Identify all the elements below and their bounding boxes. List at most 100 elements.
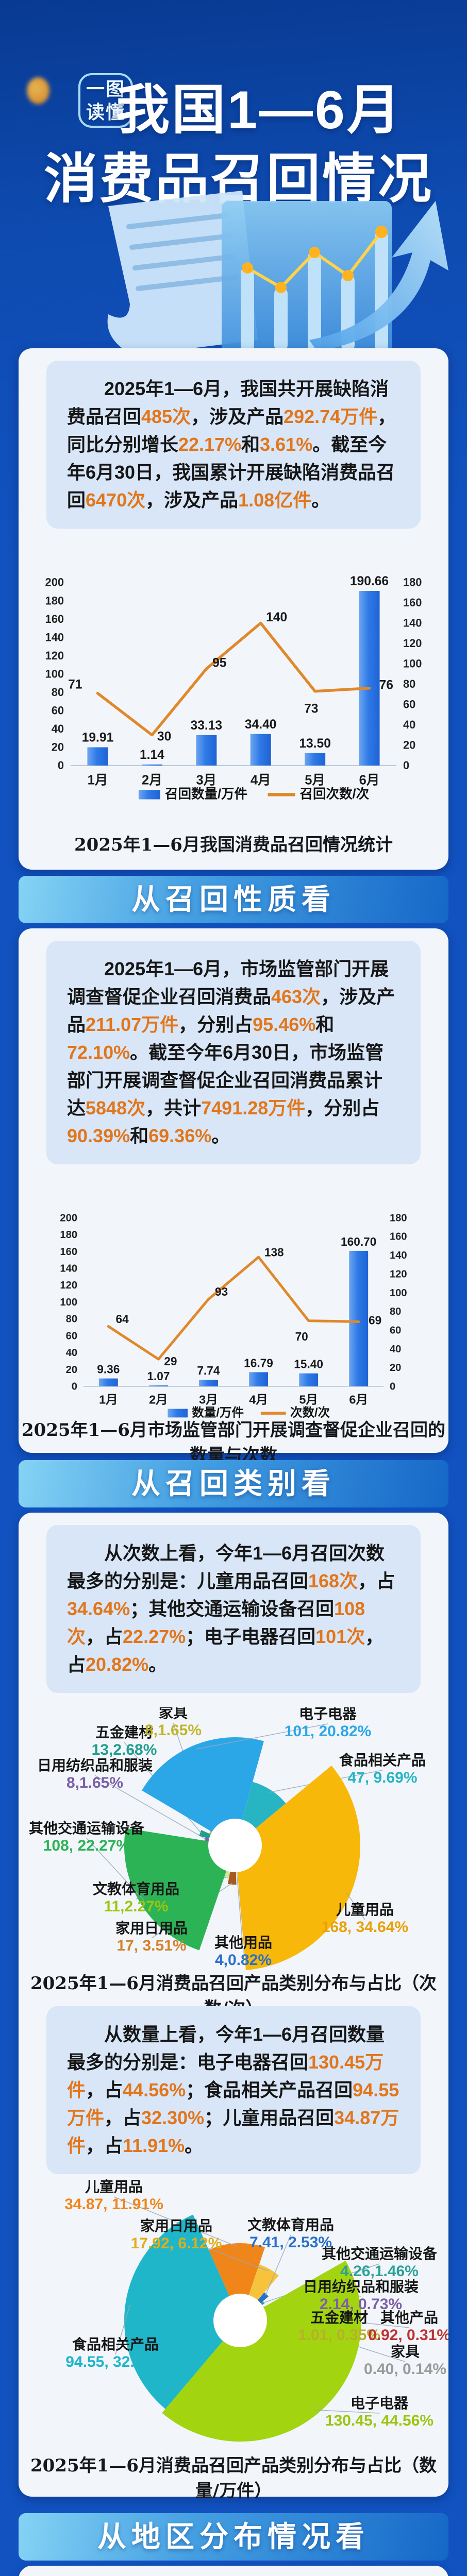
svg-text:0.92, 0.31%: 0.92, 0.31% — [368, 2327, 448, 2344]
svg-text:160.70: 160.70 — [341, 1235, 376, 1248]
intro-paragraph: 2025年1—6月，我国共开展缺陷消费品召回485次，涉及产品292.74万件，… — [67, 378, 396, 511]
svg-text:168, 34.64%: 168, 34.64% — [322, 1919, 408, 1936]
header: 一图 读懂 我国1—6月 消费品召回情况 — [0, 0, 467, 355]
svg-text:15.40: 15.40 — [294, 1358, 323, 1371]
svg-text:0: 0 — [58, 759, 64, 772]
svg-text:其他用品: 其他用品 — [214, 1935, 272, 1951]
intro-paragraph-box: 2025年1—6月，我国共开展缺陷消费品召回485次，涉及产品292.74万件，… — [46, 361, 421, 529]
svg-text:电子电器: 电子电器 — [299, 1707, 357, 1722]
svg-text:120: 120 — [45, 649, 64, 662]
svg-text:2月: 2月 — [142, 773, 162, 787]
svg-text:100: 100 — [60, 1297, 77, 1308]
svg-text:6月: 6月 — [359, 773, 380, 787]
svg-text:召回次数/次: 召回次数/次 — [299, 787, 369, 802]
svg-text:20: 20 — [66, 1364, 77, 1376]
svg-text:60: 60 — [390, 1325, 401, 1336]
svg-text:101, 20.82%: 101, 20.82% — [285, 1723, 371, 1740]
svg-text:95: 95 — [212, 656, 226, 670]
svg-text:家用日用品: 家用日用品 — [115, 1920, 188, 1936]
svg-text:19.91: 19.91 — [82, 731, 114, 745]
decor-orange-dot — [27, 77, 49, 104]
svg-text:1月: 1月 — [99, 1393, 118, 1406]
svg-text:80: 80 — [52, 686, 64, 699]
svg-text:80: 80 — [66, 1314, 77, 1325]
svg-text:17.92, 6.12%: 17.92, 6.12% — [131, 2235, 222, 2252]
svg-text:3月: 3月 — [199, 1393, 218, 1406]
svg-text:4,0.82%: 4,0.82% — [215, 1952, 272, 1969]
chart-monthly-overall: 0 20 40 60 80 100 120 140 160 180 200 0 20 40 60 80 100 1… — [38, 564, 429, 808]
svg-text:家用日用品: 家用日用品 — [140, 2217, 212, 2234]
svg-text:140: 140 — [403, 617, 422, 630]
svg-text:190.66: 190.66 — [350, 574, 389, 588]
svg-text:160: 160 — [403, 596, 422, 609]
svg-text:0: 0 — [403, 759, 409, 772]
svg-text:108, 22.27%: 108, 22.27% — [43, 1837, 130, 1854]
svg-text:180: 180 — [60, 1229, 77, 1241]
svg-text:160: 160 — [45, 613, 64, 625]
nature-paragraph-box: 2025年1—6月，市场监管部门开展调查督促企业召回消费品463次，涉及产品21… — [46, 941, 421, 1164]
svg-text:80: 80 — [390, 1306, 401, 1317]
svg-text:3月: 3月 — [196, 773, 216, 787]
svg-text:其他产品: 其他产品 — [380, 2310, 438, 2326]
category-count-paragraph-box: 从次数上看，今年1—6月召回次数最多的分别是：儿童用品召回168次，占34.64… — [46, 1525, 421, 1693]
svg-text:76: 76 — [379, 679, 393, 692]
svg-text:34.87, 11.91%: 34.87, 11.91% — [64, 2196, 163, 2213]
header-illustration — [107, 191, 448, 355]
svg-text:数量/万件: 数量/万件 — [192, 1406, 244, 1419]
section-title-region: 从地区分布情况看 — [19, 2513, 448, 2561]
svg-text:日用纺织品和服装: 日用纺织品和服装 — [37, 1757, 153, 1773]
svg-text:70: 70 — [295, 1330, 308, 1343]
svg-text:93: 93 — [215, 1285, 228, 1298]
svg-text:5月: 5月 — [305, 773, 325, 787]
svg-text:180: 180 — [45, 594, 64, 607]
svg-text:100: 100 — [403, 657, 422, 670]
svg-text:儿童用品: 儿童用品 — [85, 2178, 143, 2195]
svg-text:17, 3.51%: 17, 3.51% — [116, 1937, 186, 1954]
svg-text:130.45, 44.56%: 130.45, 44.56% — [325, 2412, 433, 2429]
svg-text:40: 40 — [66, 1347, 77, 1359]
svg-text:100: 100 — [390, 1287, 407, 1299]
card-region: 各省市召回工作力度不断加强，其中广东省、湖南省分别为召回次数和数量最多的省（市）… — [19, 2566, 448, 2576]
svg-text:80: 80 — [403, 677, 415, 690]
svg-text:120: 120 — [390, 1268, 407, 1280]
category-qty-paragraph: 从数量上看，今年1—6月召回数量最多的分别是：电子电器召回130.45万件，占4… — [67, 2024, 399, 2156]
svg-text:200: 200 — [60, 1212, 77, 1224]
svg-text:次数/次: 次数/次 — [290, 1406, 330, 1419]
svg-text:140: 140 — [60, 1263, 77, 1274]
svg-text:家具: 家具 — [159, 1707, 188, 1721]
svg-text:0: 0 — [390, 1381, 395, 1393]
svg-text:13,2.68%: 13,2.68% — [92, 1741, 157, 1758]
svg-text:1.07: 1.07 — [147, 1369, 170, 1383]
svg-text:29: 29 — [164, 1354, 177, 1368]
svg-text:30: 30 — [157, 730, 171, 744]
badge-line1: 一图 — [86, 78, 125, 99]
chart-caption-supervised: 2025年1—6月市场监管部门开展调查督促企业召回的数量与次数 — [22, 1420, 445, 1466]
section-title-category: 从召回类别看 — [19, 1460, 448, 1507]
svg-text:138: 138 — [264, 1245, 284, 1259]
svg-text:16.79: 16.79 — [244, 1356, 273, 1369]
svg-text:100: 100 — [45, 667, 64, 680]
svg-text:食品相关产品: 食品相关产品 — [72, 2336, 159, 2352]
card-overview: 2025年1—6月，我国共开展缺陷消费品召回485次，涉及产品292.74万件，… — [19, 348, 448, 870]
svg-text:1.01, 0.35%: 1.01, 0.35% — [298, 2327, 380, 2344]
svg-text:71: 71 — [68, 678, 82, 692]
svg-text:电子电器: 电子电器 — [351, 2395, 409, 2411]
svg-text:73: 73 — [304, 702, 318, 716]
card-category: 从次数上看，今年1—6月召回次数最多的分别是：儿童用品召回168次，占34.64… — [19, 1513, 448, 2501]
svg-text:4月: 4月 — [249, 1393, 268, 1406]
svg-text:1月: 1月 — [88, 773, 108, 787]
svg-text:其他交通运输设备: 其他交通运输设备 — [29, 1820, 145, 1836]
chart-monthly-supervised: 0 20 40 60 80 100 120 140 160 180 200 0 20 40 60 80 100 1… — [53, 1200, 414, 1425]
svg-text:47, 9.69%: 47, 9.69% — [347, 1769, 417, 1786]
svg-text:9.36: 9.36 — [97, 1363, 120, 1376]
svg-text:2.14, 0.73%: 2.14, 0.73% — [320, 2296, 402, 2313]
read-in-one-image-badge: 一图 读懂 — [78, 73, 133, 128]
svg-text:64: 64 — [116, 1312, 129, 1326]
svg-text:40: 40 — [403, 718, 415, 731]
svg-text:20: 20 — [390, 1362, 401, 1374]
svg-text:8,1.65%: 8,1.65% — [145, 1722, 202, 1739]
svg-text:5月: 5月 — [299, 1393, 318, 1406]
pie-caption-count: 2025年1—6月消费品召回产品类别分布与占比（次数/次） — [30, 1973, 437, 2019]
page-title-line1: 我国1—6月 — [116, 80, 403, 140]
svg-text:家具: 家具 — [391, 2343, 420, 2360]
